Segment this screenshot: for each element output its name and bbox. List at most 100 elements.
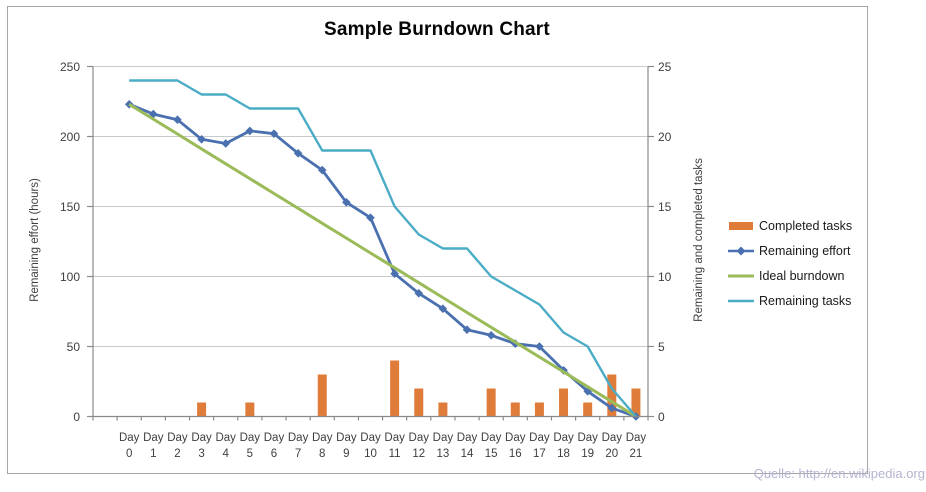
bar-day-19 [583,402,593,417]
svg-text:Day: Day [288,432,309,444]
axes [87,65,654,421]
legend-item-remaining-effort: Remaining effort [728,238,852,263]
svg-text:21: 21 [630,448,643,460]
svg-text:Day: Day [626,432,647,444]
svg-text:19: 19 [581,448,594,460]
svg-text:3: 3 [198,448,204,460]
bar-day-13 [438,402,448,417]
svg-text:13: 13 [436,448,449,460]
svg-text:Day: Day [360,432,381,444]
bar-day-16 [510,402,520,417]
legend-label: Remaining tasks [759,293,852,308]
svg-text:16: 16 [509,448,522,460]
svg-text:7: 7 [295,448,301,460]
svg-text:Day: Day [433,432,454,444]
bar-day-21 [631,388,641,417]
svg-text:0: 0 [126,448,132,460]
svg-text:Day: Day [529,432,550,444]
svg-text:50: 50 [67,340,81,354]
bar-day-17 [534,402,544,417]
legend-item-remaining-tasks: Remaining tasks [728,288,852,313]
bar-day-15 [486,388,496,417]
effort-marker [438,304,448,313]
bar-day-11 [390,360,400,417]
effort-marker [342,198,351,207]
effort-marker [173,115,182,124]
bar-day-3 [197,402,207,417]
svg-text:250: 250 [60,60,80,74]
chart-title: Sample Burndown Chart [324,19,550,40]
effort-marker [390,269,399,278]
svg-text:Day: Day [312,432,333,444]
legend-label: Remaining effort [759,243,851,258]
effort-marker [486,331,496,340]
ideal-burndown-line [128,103,637,418]
remaining-effort-swatch [728,246,754,255]
bar-day-12 [414,388,424,417]
effort-marker [414,289,424,298]
svg-text:Day: Day [119,432,140,444]
svg-text:15: 15 [658,200,672,214]
effort-marker [535,342,544,351]
svg-text:Day: Day [577,432,598,444]
chart-frame [7,6,868,474]
svg-text:14: 14 [461,448,474,460]
legend-item-ideal-burndown: Ideal burndown [728,263,852,288]
legend-label: Completed tasks [759,218,853,233]
completed-tasks-swatch [729,221,753,230]
legend: Completed tasks Remaining effort Ideal b… [728,213,852,313]
svg-text:Day: Day [336,432,357,444]
legend-item-completed-tasks: Completed tasks [728,213,852,238]
svg-text:Day: Day [143,432,164,444]
bar-day-18 [559,388,569,417]
svg-text:20: 20 [658,130,672,144]
svg-text:25: 25 [658,60,672,74]
effort-marker [607,403,617,413]
svg-text:0: 0 [658,410,665,424]
effort-marker [317,165,327,175]
bar-day-5 [245,402,255,417]
svg-text:6: 6 [271,448,277,460]
completed-tasks-bars [197,360,641,417]
svg-text:Day: Day [409,432,430,444]
svg-text:17: 17 [533,448,546,460]
effort-marker [366,213,375,222]
svg-text:10: 10 [364,448,377,460]
effort-marker [245,126,255,136]
ideal-burndown-swatch [728,274,754,277]
svg-text:Day: Day [481,432,502,444]
svg-text:Day: Day [264,432,285,444]
svg-text:Day: Day [191,432,212,444]
svg-text:Day: Day [215,432,236,444]
svg-text:Day: Day [553,432,574,444]
svg-text:Day: Day [384,432,405,444]
effort-marker [197,135,206,144]
svg-text:20: 20 [605,448,618,460]
svg-text:15: 15 [485,448,498,460]
svg-text:9: 9 [343,448,349,460]
legend-label: Ideal burndown [759,268,845,283]
svg-text:Day: Day [602,432,623,444]
effort-marker [293,149,303,158]
svg-text:2: 2 [174,448,180,460]
svg-text:10: 10 [658,270,672,284]
svg-text:4: 4 [223,448,230,460]
svg-text:Day: Day [167,432,188,444]
svg-text:1: 1 [150,448,156,460]
svg-text:200: 200 [60,130,80,144]
remaining-tasks-line [129,79,637,418]
remaining-tasks-swatch [728,299,754,302]
svg-text:11: 11 [389,448,401,460]
svg-text:18: 18 [557,448,570,460]
svg-text:0: 0 [73,410,80,424]
gridlines [93,66,648,347]
svg-text:150: 150 [60,200,80,214]
svg-text:8: 8 [319,448,325,460]
axis-tick-labels: 0 50 100 150 200 250 0 5 10 15 20 25 [60,60,672,424]
svg-text:100: 100 [60,270,80,284]
svg-text:5: 5 [658,340,665,354]
svg-text:Day: Day [457,432,478,444]
effort-marker [221,139,231,148]
svg-text:12: 12 [412,448,425,460]
